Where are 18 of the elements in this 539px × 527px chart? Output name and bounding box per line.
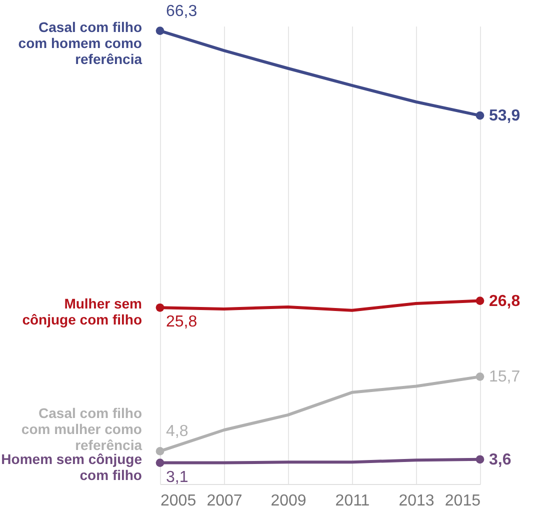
data-label: 4,8 bbox=[166, 423, 188, 440]
data-label: 53,9 bbox=[489, 108, 520, 125]
data-label: 3,1 bbox=[166, 468, 188, 486]
data-label: 15,7 bbox=[489, 368, 520, 386]
series-label: Casal com filho com homem como referência bbox=[18, 18, 142, 67]
series-label: Homem sem cônjuge com filho bbox=[1, 450, 142, 483]
x-tick-label: 2015 bbox=[444, 492, 481, 510]
data-label: 3,6 bbox=[489, 451, 512, 468]
data-label: 66,3 bbox=[166, 2, 198, 20]
x-tick-label: 2009 bbox=[270, 492, 306, 510]
data-label: 26,8 bbox=[489, 292, 520, 310]
series-label: Mulher sem cônjuge com filho bbox=[22, 296, 142, 328]
series-label: Casal com filho com mulher como referência bbox=[21, 405, 142, 454]
x-tick-label: 2013 bbox=[398, 492, 434, 510]
x-tick-label: 2011 bbox=[335, 492, 370, 510]
data-label: 25,8 bbox=[166, 314, 198, 331]
x-tick-label: 2007 bbox=[206, 492, 242, 510]
x-tick-label: 2005 bbox=[160, 492, 196, 510]
